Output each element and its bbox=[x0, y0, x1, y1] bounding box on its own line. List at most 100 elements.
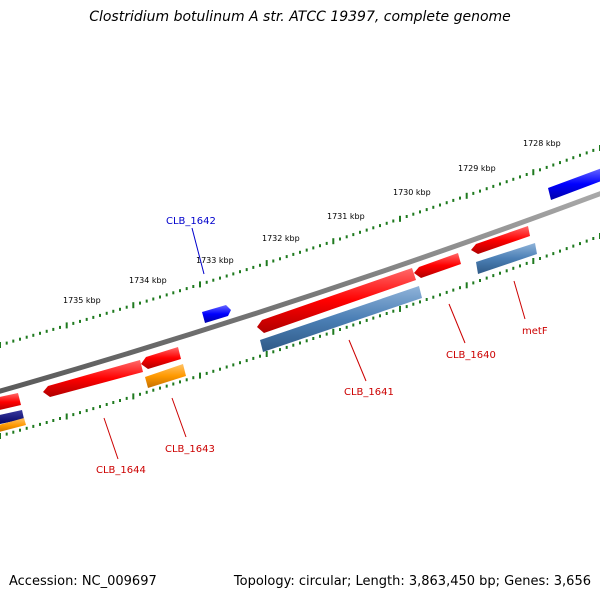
minor-tick bbox=[12, 339, 15, 343]
minor-tick bbox=[185, 287, 188, 291]
minor-tick bbox=[239, 361, 241, 365]
minor-tick bbox=[292, 252, 295, 256]
gene-feature-edge[interactable] bbox=[0, 393, 26, 433]
minor-tick bbox=[439, 293, 441, 297]
minor-tick bbox=[472, 191, 475, 195]
minor-tick bbox=[252, 265, 255, 269]
gene-label-clb-1644[interactable]: CLB_1644 bbox=[96, 465, 146, 476]
kbp-label: 1732 kbp bbox=[262, 234, 300, 243]
minor-tick bbox=[572, 156, 575, 160]
gene-label-clb-1643[interactable]: CLB_1643 bbox=[165, 444, 215, 455]
minor-tick bbox=[285, 345, 288, 349]
outer-tick-track bbox=[0, 145, 600, 348]
minor-tick bbox=[559, 161, 561, 165]
minor-tick bbox=[139, 392, 141, 396]
minor-tick bbox=[12, 430, 15, 434]
kbp-label: 1728 kbp bbox=[523, 139, 561, 148]
gene-leader-lines bbox=[103, 227, 526, 460]
gene-feature-clb-1642[interactable] bbox=[202, 305, 231, 323]
minor-tick bbox=[59, 325, 61, 329]
minor-tick bbox=[505, 269, 508, 273]
minor-tick bbox=[152, 388, 155, 392]
major-tick bbox=[399, 305, 401, 312]
minor-tick bbox=[285, 255, 288, 259]
major-tick bbox=[199, 281, 201, 288]
minor-tick bbox=[192, 285, 195, 288]
minor-tick bbox=[419, 300, 421, 304]
minor-tick bbox=[559, 249, 561, 253]
minor-tick bbox=[292, 343, 295, 347]
minor-tick bbox=[52, 419, 55, 422]
minor-tick bbox=[525, 261, 528, 265]
gene-feature-metf[interactable] bbox=[471, 226, 537, 274]
minor-tick bbox=[272, 350, 275, 354]
minor-tick bbox=[225, 365, 228, 369]
minor-tick bbox=[32, 333, 35, 337]
minor-tick bbox=[225, 274, 228, 278]
minor-tick bbox=[319, 334, 321, 338]
major-tick bbox=[265, 351, 268, 357]
major-tick bbox=[0, 433, 1, 439]
minor-tick bbox=[552, 252, 555, 256]
kbp-label: 1733 kbp bbox=[196, 256, 234, 265]
minor-tick bbox=[279, 257, 281, 261]
minor-tick bbox=[432, 295, 435, 299]
major-tick bbox=[465, 192, 468, 199]
major-tick bbox=[532, 169, 535, 176]
minor-tick bbox=[205, 280, 208, 284]
minor-tick bbox=[19, 337, 21, 341]
minor-tick bbox=[519, 264, 521, 268]
minor-tick bbox=[272, 259, 275, 263]
minor-tick bbox=[299, 250, 301, 254]
minor-tick bbox=[552, 163, 555, 167]
gene-feature[interactable] bbox=[548, 168, 600, 200]
minor-tick bbox=[472, 281, 475, 285]
minor-tick bbox=[172, 382, 175, 386]
minor-tick bbox=[99, 313, 101, 317]
minor-tick bbox=[345, 325, 348, 329]
minor-tick bbox=[485, 187, 488, 191]
minor-tick bbox=[505, 180, 508, 184]
minor-tick bbox=[159, 386, 161, 390]
minor-tick bbox=[159, 295, 161, 299]
minor-tick bbox=[25, 335, 28, 339]
minor-tick bbox=[319, 244, 321, 248]
gene-label-clb-1640[interactable]: CLB_1640 bbox=[446, 350, 496, 361]
major-tick bbox=[132, 393, 135, 400]
minor-tick bbox=[72, 321, 75, 325]
gene-feature-clb-1641[interactable] bbox=[257, 268, 422, 352]
minor-tick bbox=[339, 237, 341, 241]
minor-tick bbox=[165, 384, 168, 388]
minor-tick bbox=[452, 198, 455, 202]
minor-tick bbox=[479, 189, 481, 193]
minor-tick bbox=[305, 339, 308, 343]
minor-tick bbox=[279, 348, 281, 352]
minor-tick bbox=[45, 329, 48, 333]
genome-backbone bbox=[0, 191, 600, 394]
gene-labels: CLB_1642 metF CLB_1640 CLB_1641 CLB_1643… bbox=[96, 216, 548, 476]
minor-tick bbox=[105, 403, 108, 406]
minor-tick bbox=[419, 210, 421, 214]
minor-tick bbox=[52, 327, 55, 331]
minor-tick bbox=[139, 301, 141, 305]
gene-feature-clb-1644[interactable] bbox=[43, 360, 143, 397]
minor-tick bbox=[299, 341, 301, 345]
minor-tick bbox=[119, 307, 121, 311]
gene-label-clb-1641[interactable]: CLB_1641 bbox=[344, 387, 394, 398]
gene-feature-clb-1640[interactable] bbox=[414, 253, 461, 278]
inner-tick-track bbox=[0, 233, 600, 439]
minor-tick bbox=[312, 337, 315, 340]
minor-tick bbox=[92, 407, 95, 411]
gene-feature-clb-1643[interactable] bbox=[141, 347, 186, 388]
gene-label-metf[interactable]: metF bbox=[522, 326, 548, 337]
minor-tick bbox=[372, 226, 375, 230]
minor-tick bbox=[39, 422, 41, 426]
minor-tick bbox=[205, 371, 208, 375]
gene-label-clb-1642[interactable]: CLB_1642 bbox=[166, 216, 216, 227]
map-title: Clostridium botulinum A str. ATCC 19397,… bbox=[89, 9, 511, 25]
minor-tick bbox=[325, 241, 328, 245]
minor-tick bbox=[219, 367, 221, 371]
minor-tick bbox=[572, 244, 575, 248]
minor-tick bbox=[592, 237, 595, 240]
